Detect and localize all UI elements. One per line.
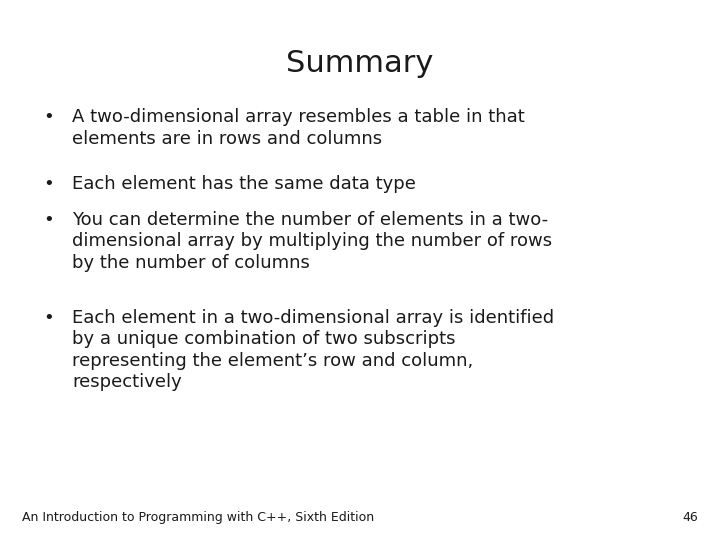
Text: 46: 46: [683, 511, 698, 524]
Text: Summary: Summary: [287, 49, 433, 78]
Text: •: •: [43, 211, 54, 228]
Text: You can determine the number of elements in a two-
dimensional array by multiply: You can determine the number of elements…: [72, 211, 552, 272]
Text: •: •: [43, 309, 54, 327]
Text: Each element in a two-dimensional array is identified
by a unique combination of: Each element in a two-dimensional array …: [72, 309, 554, 392]
Text: •: •: [43, 175, 54, 193]
Text: Each element has the same data type: Each element has the same data type: [72, 175, 416, 193]
Text: •: •: [43, 108, 54, 126]
Text: An Introduction to Programming with C++, Sixth Edition: An Introduction to Programming with C++,…: [22, 511, 374, 524]
Text: A two-dimensional array resembles a table in that
elements are in rows and colum: A two-dimensional array resembles a tabl…: [72, 108, 525, 147]
